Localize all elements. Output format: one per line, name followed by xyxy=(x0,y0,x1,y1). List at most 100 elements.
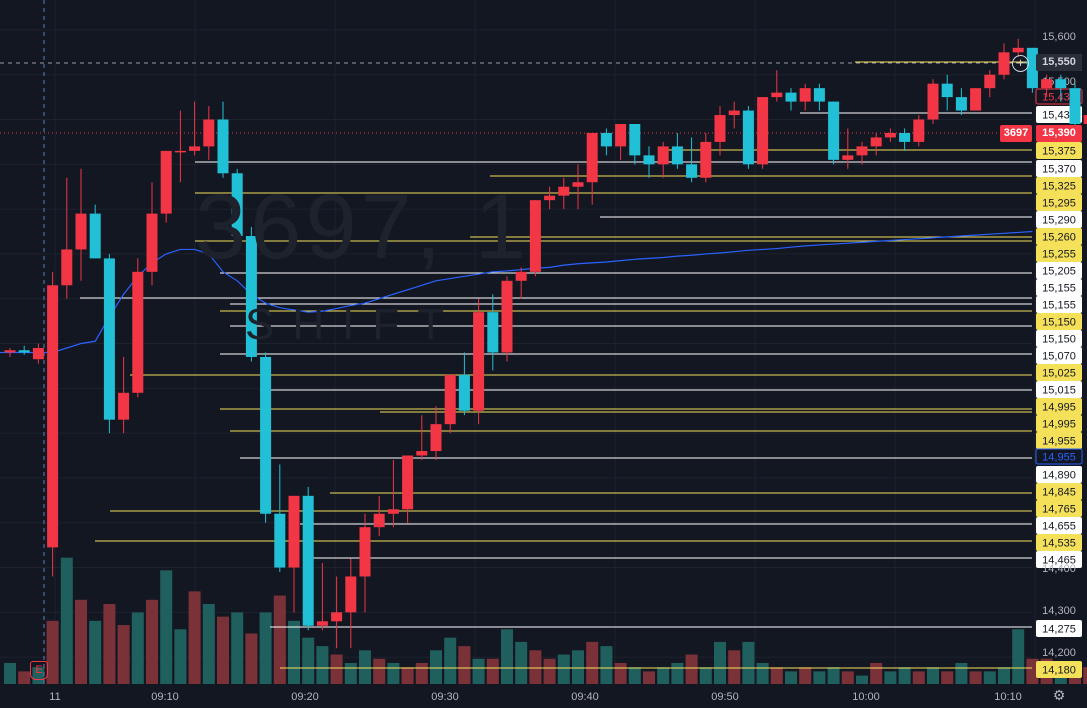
candle-body xyxy=(544,195,556,201)
candle-body xyxy=(941,83,953,98)
plus-circle-icon[interactable]: + xyxy=(1012,55,1029,72)
volume-bar xyxy=(344,662,357,684)
candle-body xyxy=(32,348,44,360)
volume-bar xyxy=(898,667,911,684)
candle-body xyxy=(487,312,499,353)
candle-body xyxy=(132,271,144,393)
level-label: 14,995 xyxy=(1042,402,1076,414)
volume-bar xyxy=(359,650,371,684)
candle-body xyxy=(515,271,527,281)
candle-body xyxy=(1069,88,1081,124)
candle-body xyxy=(572,182,584,187)
level-label-bg xyxy=(1036,381,1082,398)
volume-bar xyxy=(131,612,144,684)
crosshair-price-label: 15,550 xyxy=(1036,54,1082,71)
volume-bar xyxy=(870,662,883,684)
level-label: 14,465 xyxy=(1042,555,1076,567)
volume-bar xyxy=(146,599,158,684)
volume-bar xyxy=(714,641,726,684)
volume-bar xyxy=(756,662,769,684)
level-label: 15,295 xyxy=(1042,198,1076,210)
level-label-bg xyxy=(1036,483,1082,500)
level-label-bg xyxy=(1036,262,1082,279)
volume-bar xyxy=(813,671,826,684)
candle-body xyxy=(430,424,442,452)
candle-body xyxy=(345,576,357,613)
volume-bar xyxy=(728,650,741,684)
volume-bar xyxy=(444,637,457,684)
volume-bar xyxy=(614,662,627,684)
volume-bar xyxy=(458,646,471,684)
level-label: 15,370 xyxy=(1042,164,1076,176)
x-tick-label: 09:50 xyxy=(711,691,739,703)
candle-body xyxy=(174,150,186,153)
level-label: 15,435 xyxy=(1042,92,1076,104)
candle-body xyxy=(955,97,967,111)
level-label: 15,375 xyxy=(1042,146,1076,158)
level-label: 14,535 xyxy=(1042,538,1076,550)
candle-body xyxy=(714,115,726,142)
level-label-bg xyxy=(1036,142,1082,159)
volume-bar xyxy=(89,620,102,684)
volume-bar xyxy=(330,654,343,684)
level-label-bg xyxy=(1036,661,1082,678)
level-label-bg xyxy=(1036,177,1082,194)
candle-body xyxy=(203,119,215,147)
volume-bar xyxy=(912,671,925,684)
candle-body xyxy=(884,132,896,138)
vwap-label: 14,955 xyxy=(1042,452,1076,464)
level-label-bg xyxy=(1036,245,1082,262)
level-label-bg xyxy=(1036,279,1082,296)
candle-body xyxy=(47,285,59,548)
volume-bar xyxy=(202,604,215,684)
level-label-bg xyxy=(1036,347,1082,364)
level-label: 14,955 xyxy=(1042,436,1076,448)
candle-body xyxy=(160,150,172,214)
volume-bar xyxy=(1026,658,1039,684)
candle-body xyxy=(118,392,130,420)
candle-body xyxy=(1026,47,1038,89)
level-label: 14,655 xyxy=(1042,521,1076,533)
candle-body xyxy=(1055,79,1067,89)
volume-bar xyxy=(941,671,954,684)
candle-body xyxy=(458,374,470,411)
candle-body xyxy=(260,356,272,514)
gear-icon[interactable]: ⚙ xyxy=(1052,687,1066,703)
candle-body xyxy=(558,186,570,196)
volume-bar xyxy=(245,633,258,684)
candle-body xyxy=(813,88,825,102)
earnings-event-marker[interactable]: E xyxy=(30,661,48,680)
candle-body xyxy=(1012,47,1024,53)
candle-body xyxy=(671,146,683,165)
volume-bar xyxy=(18,671,31,684)
candle-body xyxy=(615,124,627,147)
candle-body xyxy=(1083,115,1087,124)
candle-body xyxy=(402,455,414,510)
candle-body xyxy=(316,621,328,626)
x-tick-label: 09:40 xyxy=(571,691,599,703)
volume-bar xyxy=(430,650,442,684)
level-label-bg xyxy=(1036,194,1082,211)
volume-bar xyxy=(373,658,386,684)
volume-bar xyxy=(217,616,229,684)
level-label: 15,155 xyxy=(1042,300,1076,312)
level-label-bg xyxy=(1036,517,1082,534)
level-label: 14,275 xyxy=(1042,624,1076,636)
level-label: 14,995 xyxy=(1042,419,1076,431)
volume-bar xyxy=(174,629,187,684)
level-label: 15,205 xyxy=(1042,266,1076,278)
level-label-bg xyxy=(1036,466,1082,483)
level-label-bg xyxy=(1036,398,1082,415)
volume-bar xyxy=(501,629,513,684)
candle-body xyxy=(288,495,300,568)
level-label: 15,025 xyxy=(1042,368,1076,380)
candle-body xyxy=(61,249,73,286)
candle-body xyxy=(984,74,996,89)
vwap-label-bg xyxy=(1035,448,1083,465)
candle-body xyxy=(501,280,513,353)
level-label: 15,325 xyxy=(1042,181,1076,193)
level-label-bg xyxy=(1036,620,1082,637)
level-label: 14,765 xyxy=(1042,504,1076,516)
volume-bar xyxy=(685,654,698,684)
